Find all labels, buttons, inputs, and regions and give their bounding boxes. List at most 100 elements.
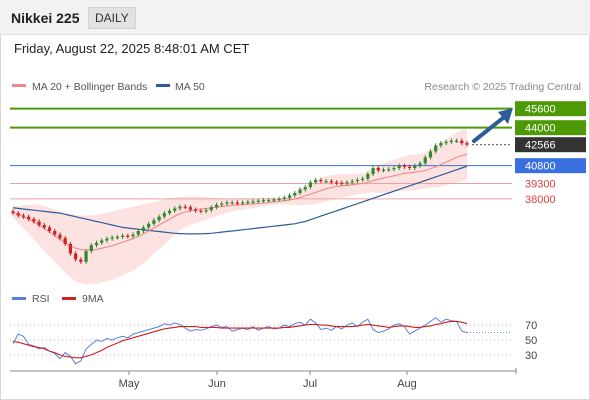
- candle-body: [277, 198, 281, 201]
- candle-body: [454, 140, 459, 142]
- candle-body: [298, 189, 302, 193]
- candle-body: [152, 220, 156, 224]
- candle-body: [230, 202, 234, 204]
- instrument-title: Nikkei 225: [11, 10, 80, 26]
- candle-body: [334, 182, 339, 184]
- rsi-legend: RSI 9MA: [12, 293, 104, 305]
- candle-body: [235, 202, 239, 204]
- candle-body: [434, 145, 438, 152]
- bollinger-band-area: [13, 128, 467, 285]
- candle-body: [115, 236, 119, 239]
- candle-body: [282, 197, 286, 199]
- candle-body: [167, 210, 172, 214]
- candle-body: [465, 143, 469, 145]
- candle-body: [345, 182, 349, 184]
- candle-body: [147, 223, 151, 228]
- candle-body: [251, 201, 255, 203]
- main-legend: MA 20 + Bollinger Bands MA 50 Research ©…: [12, 81, 581, 93]
- candle-body: [366, 173, 370, 179]
- candle-body: [287, 195, 292, 198]
- candle-body: [314, 179, 318, 183]
- candle-body: [428, 151, 433, 158]
- candle-body: [397, 165, 401, 169]
- candle-body: [89, 245, 93, 252]
- candle-body: [68, 244, 73, 254]
- candle-body: [204, 210, 208, 212]
- candles: [11, 138, 469, 264]
- x-tick-label: Aug: [397, 378, 417, 390]
- candle-body: [350, 181, 354, 183]
- candle-body: [32, 219, 36, 222]
- candle-body: [329, 181, 333, 183]
- candle-body: [37, 221, 41, 226]
- level-label-45600: 45600: [525, 104, 556, 116]
- level-tag-44000: [515, 120, 586, 136]
- candle-body: [105, 238, 109, 241]
- candle-body: [27, 216, 31, 220]
- candle-body: [423, 157, 427, 164]
- candle-body: [126, 235, 130, 237]
- candle-body: [460, 140, 464, 144]
- period-badge[interactable]: DAILY: [88, 7, 136, 29]
- x-tick-label: Jun: [208, 378, 226, 390]
- candle-body: [387, 169, 391, 171]
- candle-body: [361, 178, 365, 180]
- candle-body: [439, 143, 443, 146]
- x-tick-label: May: [119, 378, 140, 390]
- header-bar: Nikkei 225 DAILY: [0, 0, 590, 35]
- ma9-legend-label: 9MA: [82, 293, 104, 305]
- timestamp: Friday, August 22, 2025 8:48:01 AM CET: [14, 41, 250, 56]
- candle-body: [11, 211, 15, 214]
- level-label-38000: 38000: [525, 194, 556, 206]
- level-tag-42566: [515, 137, 586, 153]
- ma50-legend-swatch: [156, 84, 170, 87]
- candle-body: [136, 230, 140, 235]
- candle-body: [214, 204, 219, 208]
- rsi-legend-swatch: [12, 297, 26, 300]
- candle-body: [293, 192, 297, 196]
- level-tag-40800: [515, 158, 586, 174]
- rsi-line: [12, 317, 468, 365]
- price-panel: 45600 44000 42566 40800 39300 38000: [10, 101, 586, 285]
- candle-body: [220, 203, 224, 205]
- candle-body: [340, 182, 344, 185]
- candle-body: [79, 259, 83, 262]
- candle-body: [371, 168, 375, 174]
- candle-body: [120, 235, 125, 237]
- candle-body: [194, 209, 198, 211]
- rsi-tick-label: 70: [525, 320, 537, 332]
- level-label-40800: 40800: [525, 161, 556, 173]
- candle-body: [308, 182, 313, 188]
- level-tag-45600: [515, 101, 586, 117]
- candle-body: [376, 168, 380, 171]
- candle-body: [407, 166, 412, 169]
- candle-body: [199, 210, 203, 212]
- ma20-legend-swatch: [12, 84, 26, 87]
- ma20-line: [12, 153, 468, 251]
- ma20-legend-label: MA 20 + Bollinger Bands: [32, 81, 147, 93]
- level-label-42566: 42566: [525, 140, 556, 152]
- candle-body: [261, 200, 266, 202]
- candle-body: [58, 234, 62, 239]
- rsi-tick-label: 30: [525, 350, 537, 362]
- candle-body: [449, 140, 453, 142]
- candle-body: [100, 240, 104, 243]
- candle-body: [303, 187, 307, 190]
- candle-body: [131, 234, 135, 237]
- candle-body: [241, 202, 245, 204]
- candle-body: [173, 208, 177, 211]
- candle-body: [42, 225, 46, 228]
- candle-body: [183, 206, 187, 208]
- forecast-arrow-head: [498, 108, 513, 124]
- candle-body: [324, 181, 328, 183]
- candle-body: [402, 165, 406, 167]
- candle-body: [267, 200, 271, 202]
- candle-body: [63, 238, 67, 245]
- ma50-line: [12, 165, 468, 235]
- candle-body: [413, 165, 417, 169]
- candle-body: [84, 251, 88, 262]
- candle-body: [188, 207, 193, 210]
- candle-body: [256, 200, 260, 202]
- candle-body: [246, 201, 250, 204]
